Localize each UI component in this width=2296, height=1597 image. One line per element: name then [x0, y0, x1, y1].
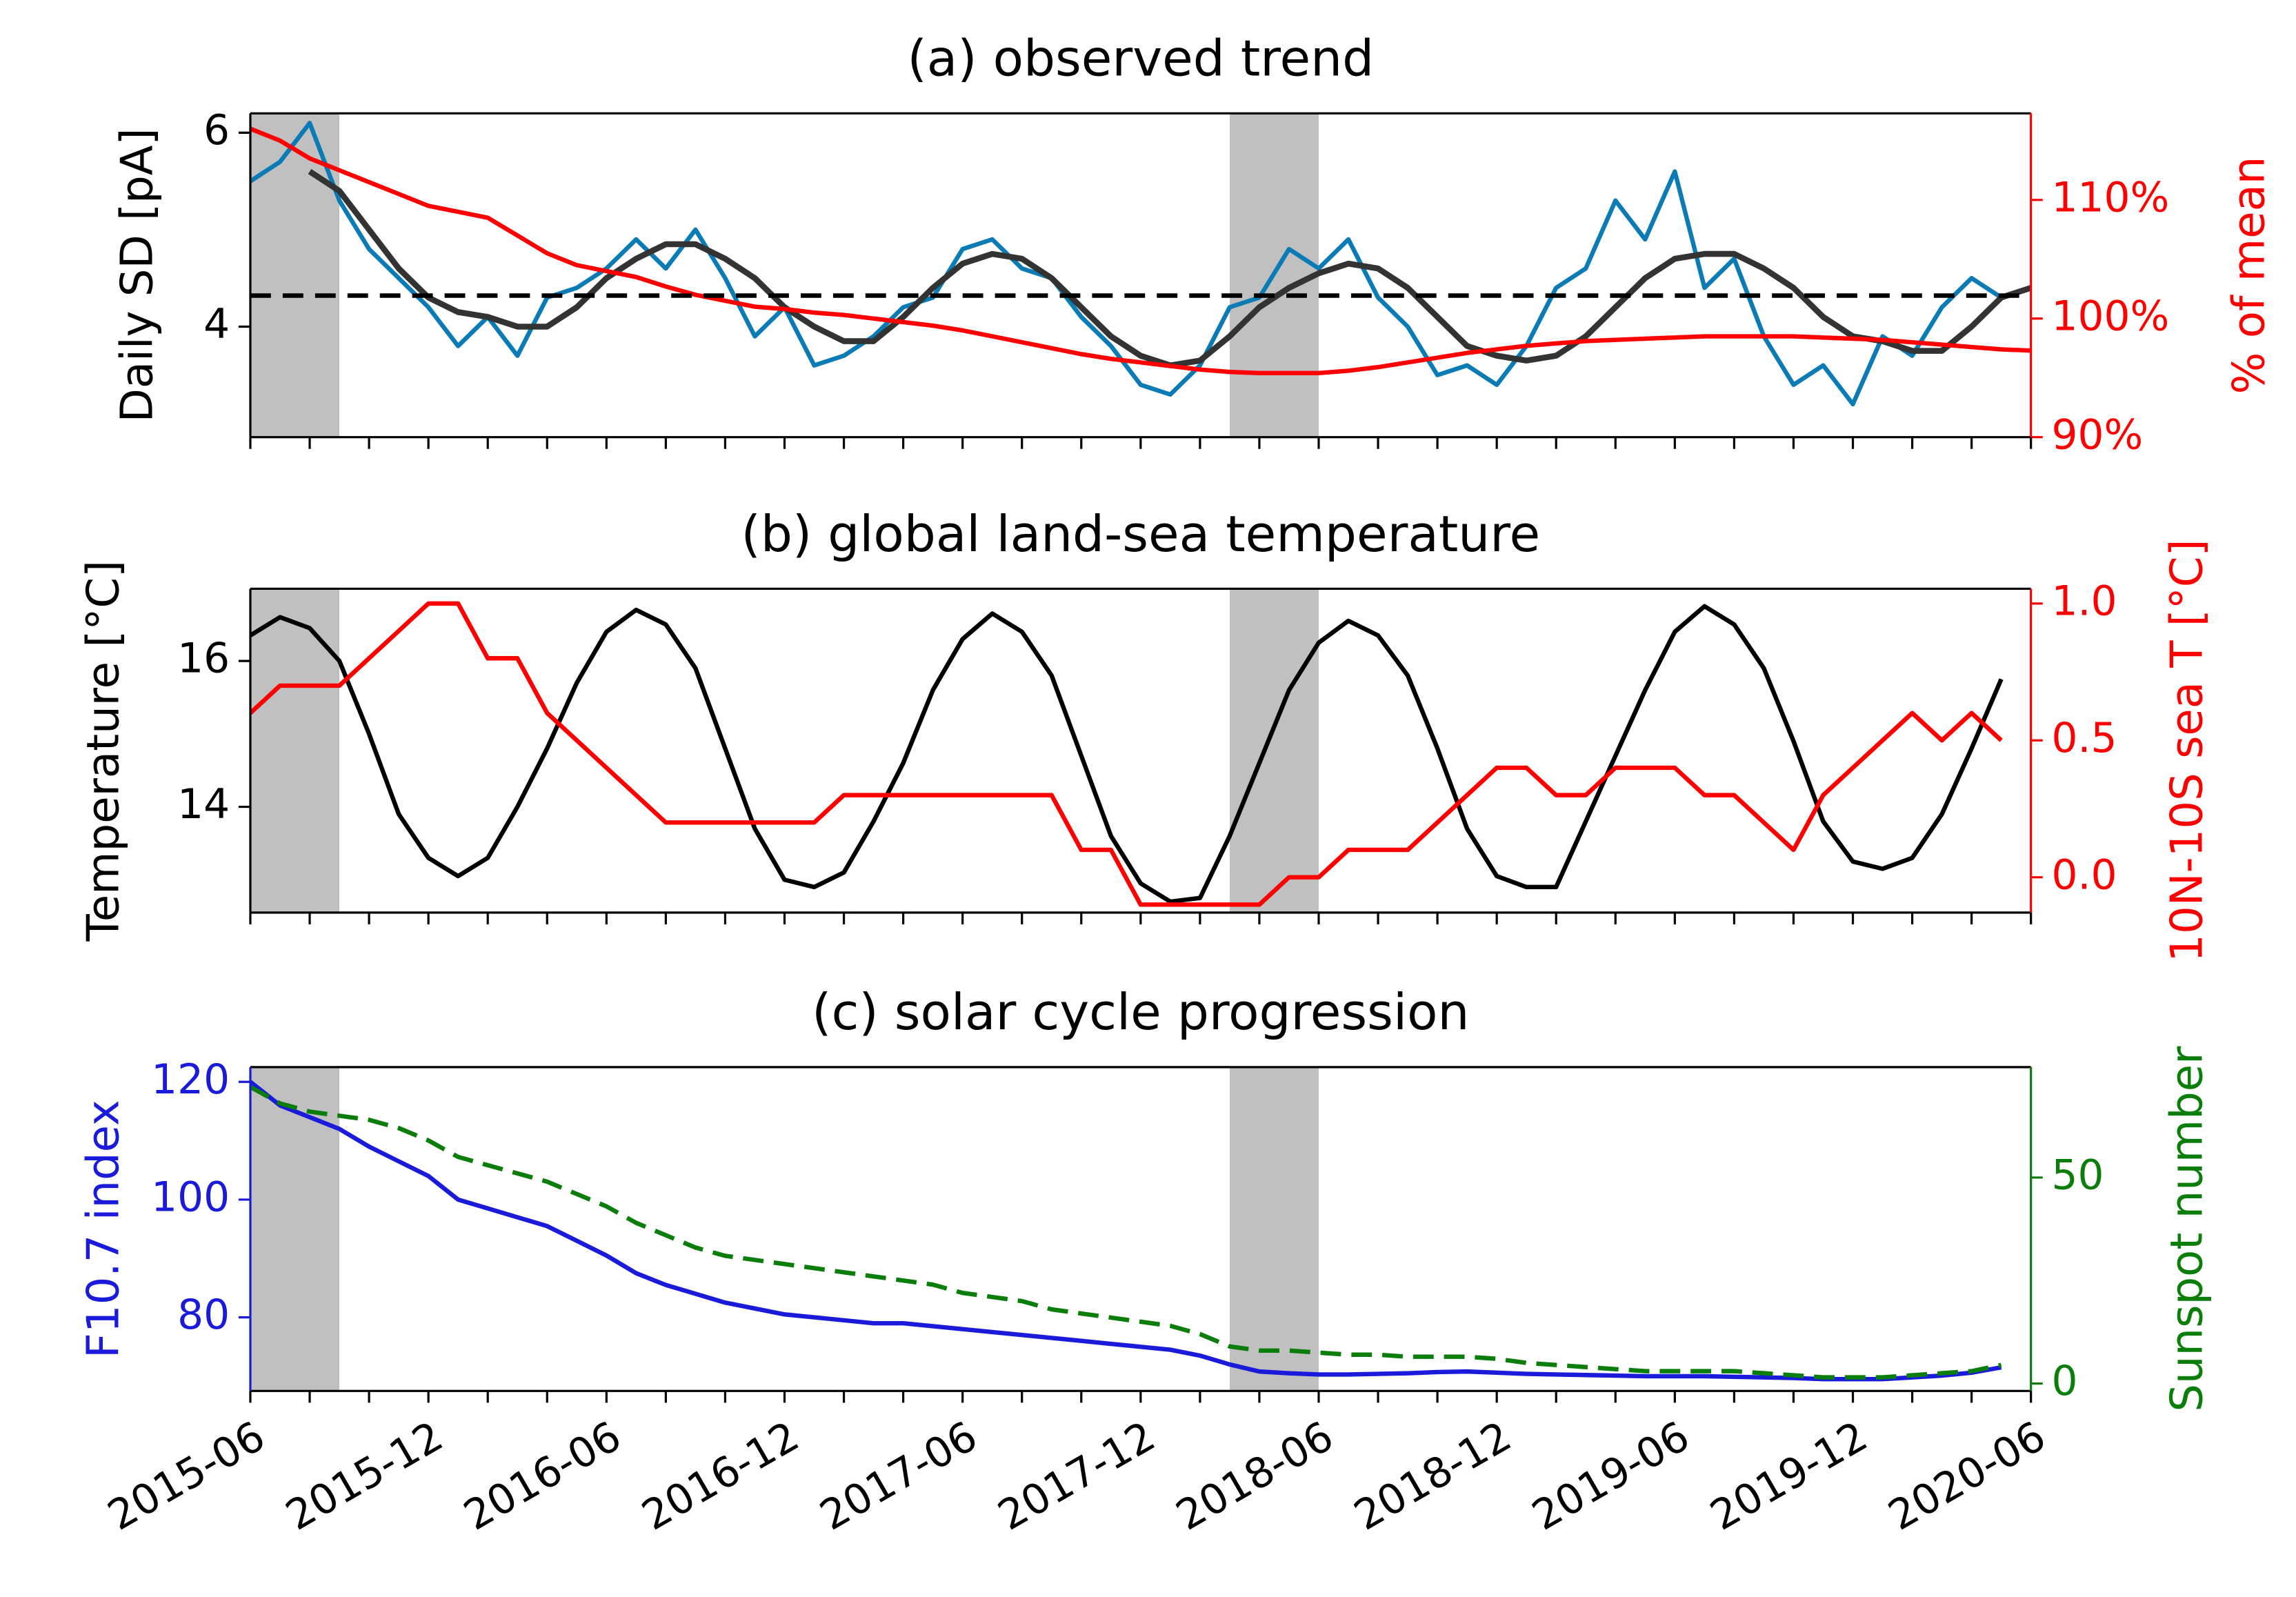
- y2-tick-label: 100%: [2052, 292, 2170, 340]
- y-tick-label: 16: [177, 635, 230, 683]
- y2-tick-label: 0.0: [2052, 851, 2117, 899]
- y-axis-label: Temperature [°C]: [78, 560, 129, 942]
- series-line: [250, 1080, 2002, 1382]
- y-axis-label: Daily SD [pA]: [112, 128, 163, 423]
- y2-tick-label: 50: [2052, 1152, 2104, 1200]
- y2-axis-label: % of mean: [2224, 157, 2275, 395]
- series-line: [250, 604, 2004, 904]
- y2-axis-label: 10N-10S sea T [°C]: [2162, 539, 2213, 962]
- x-tick-label: 2019-06: [1525, 1413, 1698, 1540]
- x-tick-label: 2020-06: [1881, 1413, 2054, 1540]
- x-tick-label: 2018-12: [1346, 1413, 1519, 1540]
- y-tick-label: 120: [151, 1056, 230, 1104]
- plot-area: [250, 588, 2004, 913]
- x-tick-label: 2019-12: [1703, 1413, 1876, 1540]
- y-tick-label: 80: [177, 1291, 230, 1339]
- y2-tick-label: 0.5: [2052, 715, 2117, 762]
- shaded-period: [1229, 1067, 1319, 1391]
- panel-title: (a) observed trend: [907, 30, 1374, 88]
- panel-title: (c) solar cycle progression: [812, 984, 1469, 1042]
- x-tick-label: 2016-06: [457, 1413, 630, 1540]
- x-tick-label: 2016-12: [635, 1413, 808, 1540]
- series-line: [250, 126, 2031, 376]
- y2-tick-label: 90%: [2052, 411, 2144, 459]
- series-line: [250, 601, 2003, 907]
- shaded-period: [1229, 588, 1319, 913]
- y-tick-label: 100: [151, 1174, 230, 1222]
- y2-tick-label: 1.0: [2052, 577, 2117, 625]
- x-tick-label: 2017-12: [990, 1413, 1164, 1540]
- y-tick-label: 4: [203, 301, 230, 348]
- y-tick-label: 6: [203, 107, 230, 155]
- panel-title: (b) global land-sea temperature: [741, 506, 1541, 564]
- plot-area: [250, 1067, 2002, 1391]
- x-tick-label: 2017-06: [812, 1413, 986, 1540]
- series-line: [250, 1084, 2002, 1380]
- plot-area: [250, 113, 2031, 437]
- y2-axis-label: Sunspot number: [2162, 1046, 2213, 1412]
- x-tick-label: 2015-12: [278, 1413, 451, 1540]
- x-tick-label: 2015-06: [100, 1413, 273, 1540]
- y-tick-label: 14: [177, 781, 230, 829]
- shaded-period: [250, 588, 340, 913]
- y2-tick-label: 0: [2052, 1358, 2078, 1405]
- y2-tick-label: 110%: [2052, 174, 2170, 221]
- y-axis-label: F10.7 index: [78, 1100, 129, 1358]
- x-tick-label: 2018-06: [1168, 1413, 1341, 1540]
